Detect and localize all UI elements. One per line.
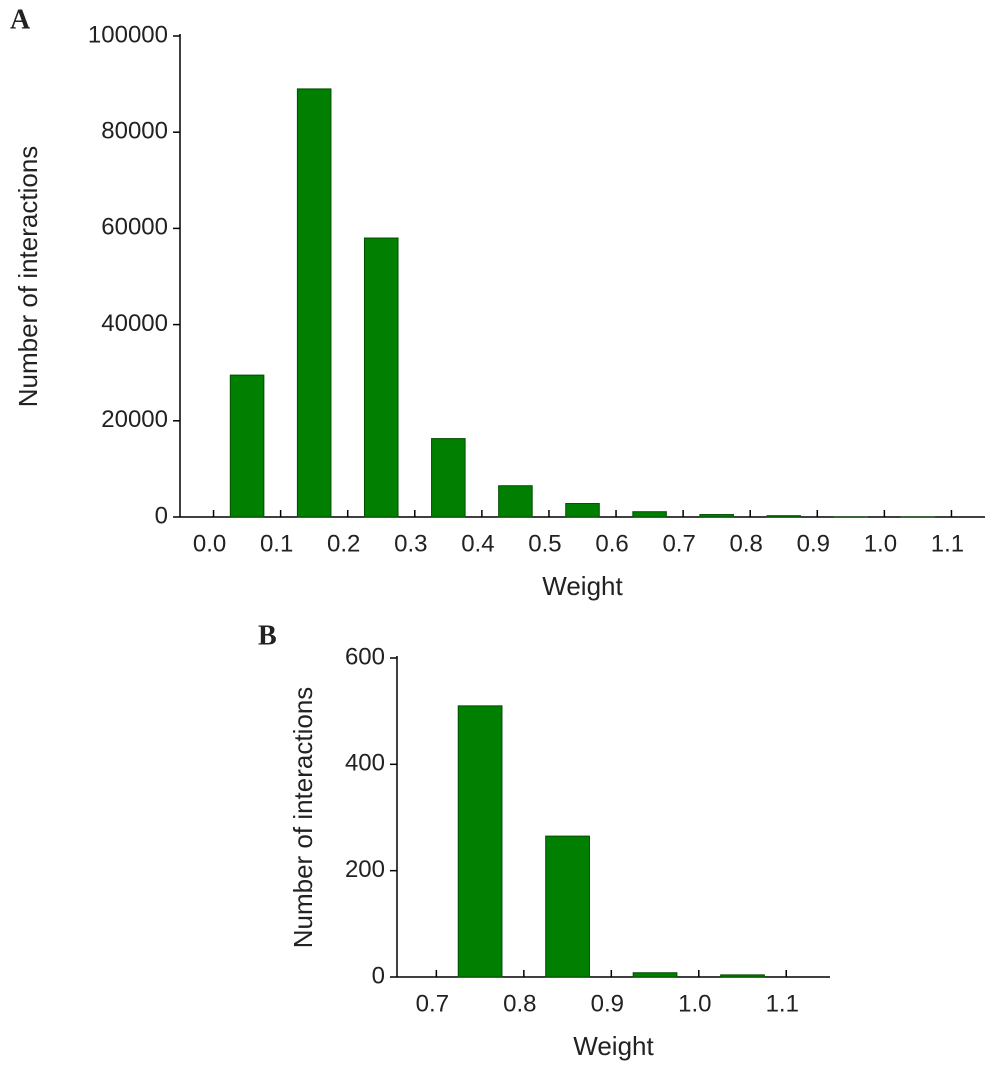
bar: [229, 374, 265, 518]
bar: [766, 515, 802, 518]
y-tick-label: 400: [345, 750, 385, 777]
y-tick-label: 100000: [88, 21, 168, 48]
x-axis-title: Weight: [542, 571, 623, 601]
bar: [457, 705, 503, 978]
y-tick-label: 0: [372, 962, 385, 989]
x-tick-label: 0.4: [461, 530, 494, 557]
bar: [363, 237, 399, 518]
x-tick-label: 0.7: [416, 990, 449, 1017]
bar: [431, 438, 466, 518]
x-tick-label: 1.0: [864, 530, 897, 557]
y-tick-label: 0: [155, 502, 168, 529]
x-tick-label: 0.8: [730, 530, 763, 557]
x-tick-label: 1.1: [931, 530, 964, 557]
bar: [296, 88, 332, 518]
bar: [699, 514, 734, 518]
x-tick-label: 0.5: [528, 530, 561, 557]
x-tick-label: 0.6: [595, 530, 628, 557]
x-tick-label: 0.0: [193, 530, 226, 557]
x-axis-title: Weight: [573, 1031, 654, 1061]
y-tick-label: 200: [345, 856, 385, 883]
x-tick-label: 0.8: [503, 990, 536, 1017]
panel-label: B: [258, 620, 277, 651]
x-tick-label: 0.9: [797, 530, 830, 557]
x-tick-label: 0.7: [662, 530, 695, 557]
x-tick-label: 0.9: [591, 990, 624, 1017]
y-tick-label: 600: [345, 643, 385, 670]
x-tick-label: 0.1: [260, 530, 293, 557]
y-tick-label: 40000: [101, 310, 168, 337]
y-tick-label: 60000: [101, 214, 168, 241]
bar: [498, 485, 533, 518]
y-axis-title: Number of interactions: [288, 687, 318, 949]
x-tick-label: 0.3: [394, 530, 427, 557]
bar: [720, 974, 765, 978]
bar: [632, 511, 667, 518]
x-tick-label: 0.2: [327, 530, 360, 557]
y-axis-title: Number of interactions: [13, 146, 43, 408]
y-tick-label: 20000: [101, 406, 168, 433]
bar: [545, 835, 590, 978]
x-tick-label: 1.1: [766, 990, 799, 1017]
x-tick-label: 1.0: [678, 990, 711, 1017]
bar: [565, 503, 600, 518]
bar: [632, 972, 678, 978]
panel-label: A: [10, 4, 31, 35]
y-tick-label: 80000: [101, 118, 168, 145]
